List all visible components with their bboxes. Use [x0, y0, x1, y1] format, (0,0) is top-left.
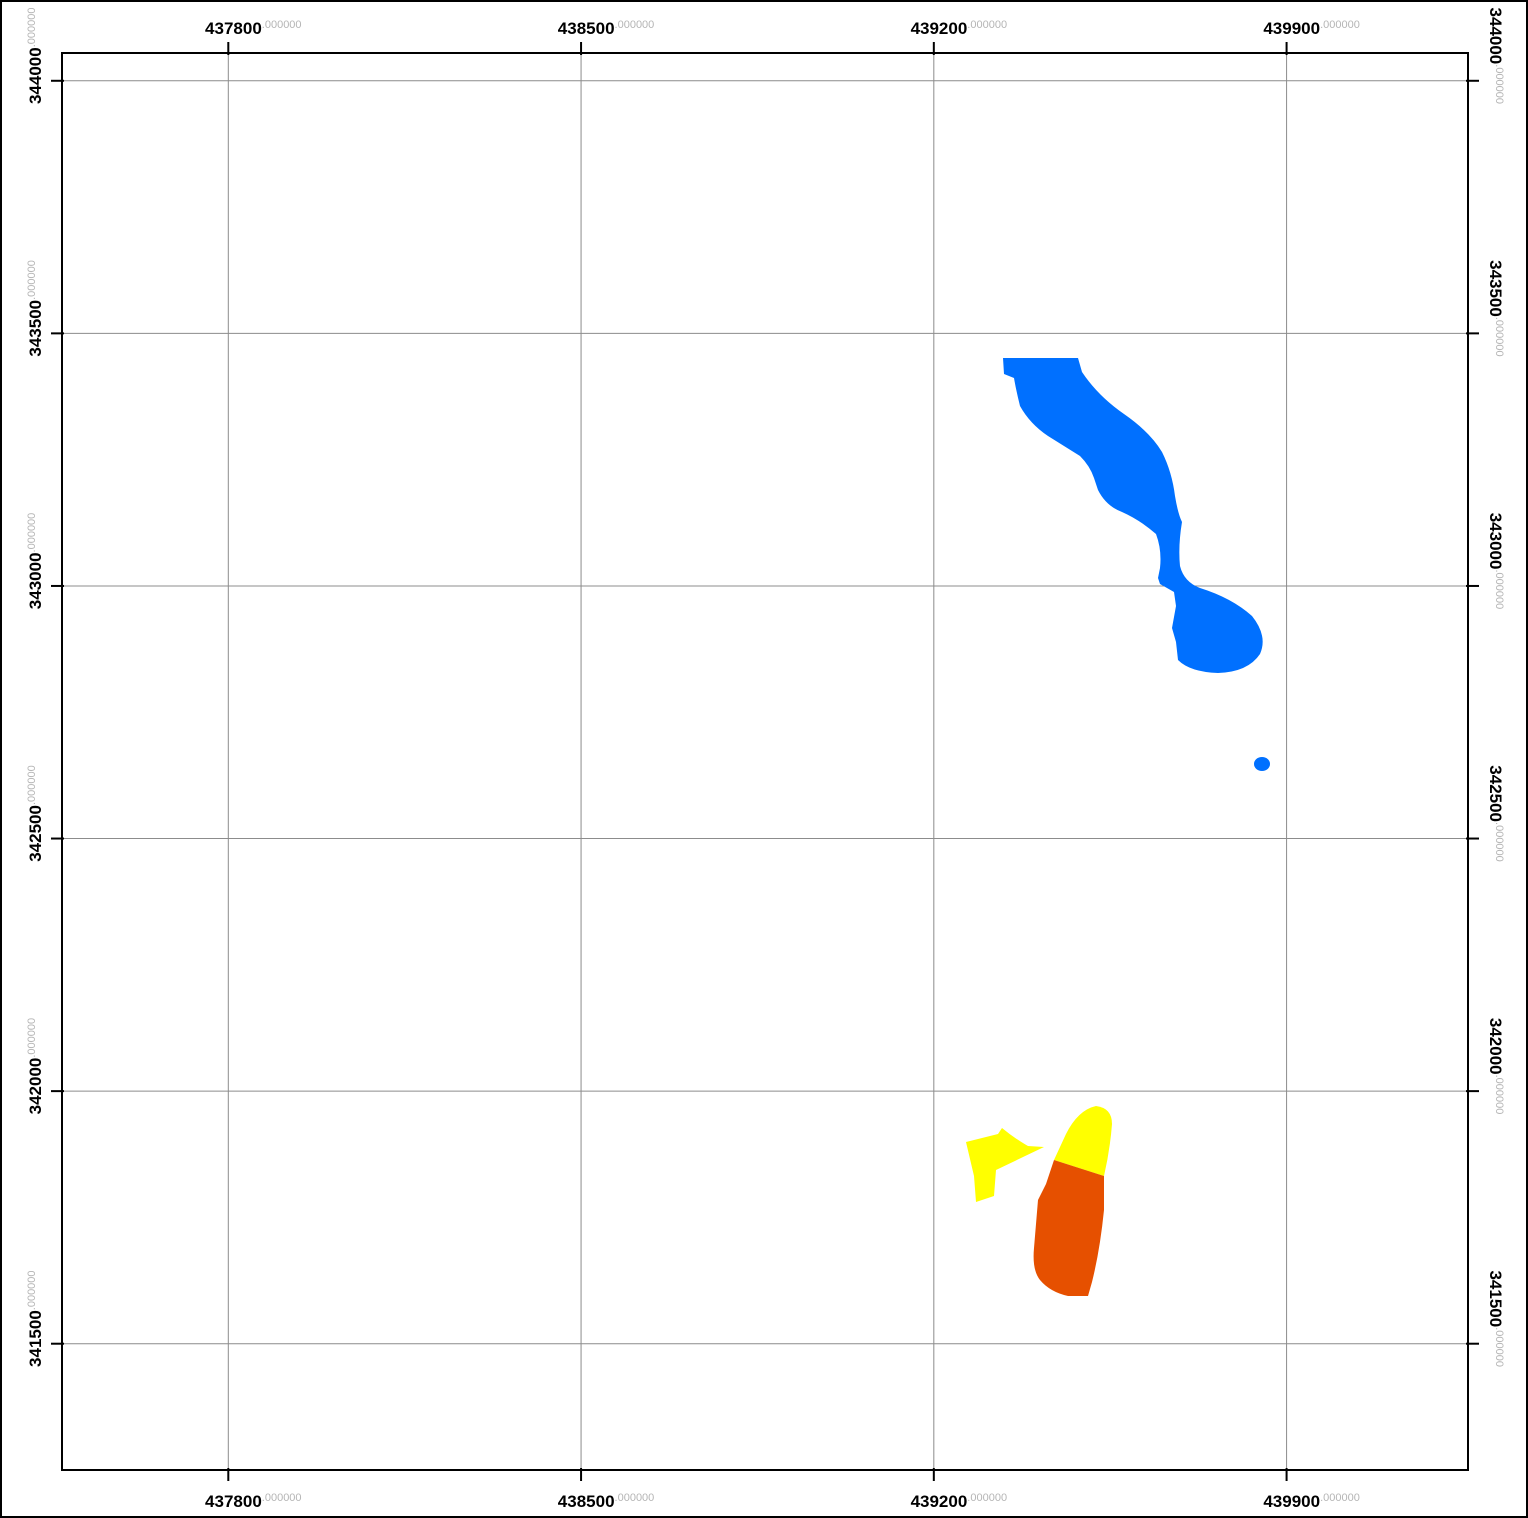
y-label-left-343500-value: 343500 — [26, 300, 45, 357]
y-label-right-342000-decimals: .000000 — [1493, 1075, 1505, 1115]
x-label-top-439200-value: 439200 — [911, 19, 968, 38]
y-label-right-341500: 341500.000000 — [1486, 1270, 1505, 1367]
y-label-right-344000-value: 344000 — [1486, 8, 1505, 65]
blue-small-spot — [1254, 757, 1270, 771]
x-label-bottom-439200-value: 439200 — [911, 1492, 968, 1511]
x-label-bottom-439200: 439200.000000 — [911, 1492, 1008, 1511]
x-label-bottom-439200-decimals: .000000 — [967, 1492, 1007, 1504]
x-label-bottom-437800: 437800.000000 — [205, 1492, 302, 1511]
blue-river-region — [1003, 358, 1263, 673]
y-label-right-343000: 343000.000000 — [1486, 513, 1505, 610]
y-label-right-343500-value: 343500 — [1486, 260, 1505, 317]
y-label-right-342000-value: 342000 — [1486, 1018, 1505, 1075]
y-label-left-344000: 344000.000000 — [26, 8, 45, 105]
y-label-left-343500-decimals: .000000 — [26, 260, 38, 300]
y-label-left-342000-decimals: .000000 — [26, 1018, 38, 1058]
y-label-right-342500: 342500.000000 — [1486, 765, 1505, 862]
x-label-bottom-437800-decimals: .000000 — [262, 1492, 302, 1504]
y-label-right-344000-decimals: .000000 — [1493, 64, 1505, 104]
x-label-top-438500-decimals: .000000 — [615, 19, 655, 31]
x-label-bottom-437800-value: 437800 — [205, 1492, 262, 1511]
y-label-right-342500-value: 342500 — [1486, 765, 1505, 822]
y-label-left-342500-decimals: .000000 — [26, 765, 38, 805]
y-label-left-343000-decimals: .000000 — [26, 513, 38, 553]
y-label-left-341500-decimals: .000000 — [26, 1270, 38, 1310]
map-features — [966, 358, 1270, 1296]
x-label-bottom-438500-decimals: .000000 — [615, 1492, 655, 1504]
y-label-right-343500: 343500.000000 — [1486, 260, 1505, 357]
x-label-top-437800: 437800.000000 — [205, 19, 302, 38]
y-label-right-343000-decimals: .000000 — [1493, 569, 1505, 609]
y-label-right-343000-value: 343000 — [1486, 513, 1505, 570]
y-label-right-342500-decimals: .000000 — [1493, 822, 1505, 862]
y-label-left-341500-value: 341500 — [26, 1310, 45, 1367]
x-label-top-437800-value: 437800 — [205, 19, 262, 38]
x-label-bottom-438500-value: 438500 — [558, 1492, 615, 1511]
x-label-bottom-439900-value: 439900 — [1263, 1492, 1320, 1511]
y-label-left-344000-value: 344000 — [26, 47, 45, 104]
y-label-left-342500: 342500.000000 — [26, 765, 45, 862]
y-label-right-341500-decimals: .000000 — [1493, 1327, 1505, 1367]
x-label-top-439900-value: 439900 — [1263, 19, 1320, 38]
y-label-right-343500-decimals: .000000 — [1493, 317, 1505, 357]
yellow-wedge-region — [966, 1128, 1044, 1202]
grid-lines — [62, 53, 1468, 1470]
neatline — [61, 52, 1469, 1471]
x-label-top-437800-decimals: .000000 — [262, 19, 302, 31]
x-label-top-438500-value: 438500 — [558, 19, 615, 38]
x-label-top-439900-decimals: .000000 — [1320, 19, 1360, 31]
y-label-right-344000: 344000.000000 — [1486, 8, 1505, 105]
coordinate-labels: 437800.000000437800.000000438500.0000004… — [26, 8, 1505, 1511]
y-label-left-344000-decimals: .000000 — [26, 8, 38, 48]
x-label-top-439200-decimals: .000000 — [967, 19, 1007, 31]
y-label-left-343000-value: 343000 — [26, 552, 45, 609]
y-label-right-342000: 342000.000000 — [1486, 1018, 1505, 1115]
x-label-bottom-439900-decimals: .000000 — [1320, 1492, 1360, 1504]
x-label-top-439200: 439200.000000 — [911, 19, 1008, 38]
x-label-top-438500: 438500.000000 — [558, 19, 655, 38]
y-label-left-342500-value: 342500 — [26, 805, 45, 862]
y-label-left-342000: 342000.000000 — [26, 1018, 45, 1115]
x-label-top-439900: 439900.000000 — [1263, 19, 1360, 38]
yellow-upper-region — [1054, 1106, 1112, 1176]
y-label-left-343500: 343500.000000 — [26, 260, 45, 357]
tick-marks — [51, 42, 1479, 1481]
x-label-bottom-439900: 439900.000000 — [1263, 1492, 1360, 1511]
x-label-bottom-438500: 438500.000000 — [558, 1492, 655, 1511]
y-label-left-343000: 343000.000000 — [26, 513, 45, 610]
y-label-right-341500-value: 341500 — [1486, 1270, 1505, 1327]
y-label-left-342000-value: 342000 — [26, 1058, 45, 1115]
y-label-left-341500: 341500.000000 — [26, 1270, 45, 1367]
orange-region — [1033, 1160, 1104, 1296]
